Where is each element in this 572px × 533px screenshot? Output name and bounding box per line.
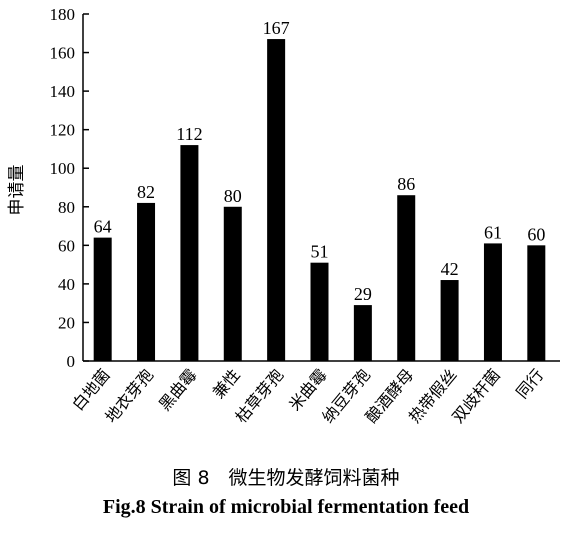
data-label: 112 xyxy=(176,124,202,144)
y-tick-label: 180 xyxy=(50,5,76,24)
data-label: 61 xyxy=(484,222,502,242)
y-tick-label: 80 xyxy=(58,198,75,217)
bar-chart: 0 20 40 60 80 100 120 140 160 180 64 82 112 80 167 51 2… xyxy=(7,5,560,427)
data-label: 82 xyxy=(137,182,155,202)
y-tick-label: 100 xyxy=(50,159,76,178)
y-tick-label: 0 xyxy=(67,352,76,371)
bar xyxy=(440,280,459,361)
data-label: 64 xyxy=(94,217,112,237)
y-tick-label: 140 xyxy=(50,82,76,101)
bar xyxy=(137,202,156,361)
bar xyxy=(397,195,416,361)
y-tick-label: 60 xyxy=(58,236,75,255)
y-tick-label: 160 xyxy=(50,44,76,63)
bar xyxy=(267,39,286,362)
bar xyxy=(483,243,502,361)
y-axis-ticks: 0 20 40 60 80 100 120 140 160 180 xyxy=(50,5,89,371)
data-label: 60 xyxy=(527,224,545,244)
figure-caption-english: Fig.8 Strain of microbial fermentation f… xyxy=(102,496,470,518)
bars xyxy=(93,39,546,362)
bar xyxy=(310,262,329,361)
y-axis-title: 申请量 xyxy=(7,165,27,216)
data-label: 86 xyxy=(397,174,415,194)
x-tick-label: 兼性 xyxy=(209,365,244,402)
bar xyxy=(527,245,546,361)
x-tick-label: 黑曲霉 xyxy=(155,365,200,414)
y-tick-label: 120 xyxy=(50,121,76,140)
data-label: 29 xyxy=(354,284,372,304)
figure-caption-chinese: 图 8 微生物发酵饲料菌种 xyxy=(172,467,400,489)
data-label: 80 xyxy=(224,186,242,206)
data-label: 167 xyxy=(263,18,290,38)
bar xyxy=(180,145,199,361)
data-label: 51 xyxy=(311,242,329,262)
bar xyxy=(353,305,372,361)
y-tick-label: 20 xyxy=(58,313,75,332)
y-tick-label: 40 xyxy=(58,275,75,294)
data-labels: 64 82 112 80 167 51 29 86 42 61 60 xyxy=(94,18,546,304)
bar xyxy=(93,237,112,361)
x-tick-label: 同行 xyxy=(512,365,547,402)
data-label: 42 xyxy=(441,259,459,279)
bar xyxy=(223,206,242,361)
